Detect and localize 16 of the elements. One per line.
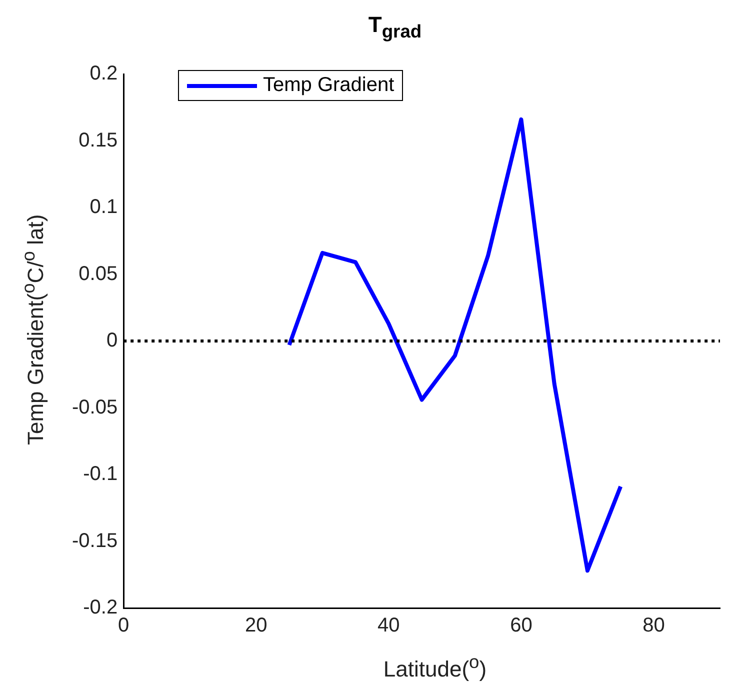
x-tick-label: 80 (642, 614, 665, 637)
y-tick-label: -0.15 (72, 530, 118, 552)
y-tick-label: -0.05 (72, 396, 118, 418)
y-tick-label: 0.2 (90, 62, 118, 85)
y-tick-label: 0.05 (78, 262, 118, 285)
x-tick-label: 40 (378, 614, 400, 637)
chart-title: T$_{grad}$ (367, 12, 423, 42)
y-tick-label: 0.1 (90, 196, 118, 218)
y-tick-label: -0.1 (83, 463, 118, 486)
x-tick-label: 60 (510, 614, 532, 637)
y-tick-label: 0 (106, 330, 118, 352)
y-tick-label: 0.15 (78, 129, 118, 152)
x-tick-label: 20 (244, 614, 268, 637)
y-tick-label: -0.2 (83, 596, 118, 619)
x-axis-title: Latitude($^{o}$) (382, 650, 488, 682)
legend-label: Temp Gradient (263, 74, 394, 97)
